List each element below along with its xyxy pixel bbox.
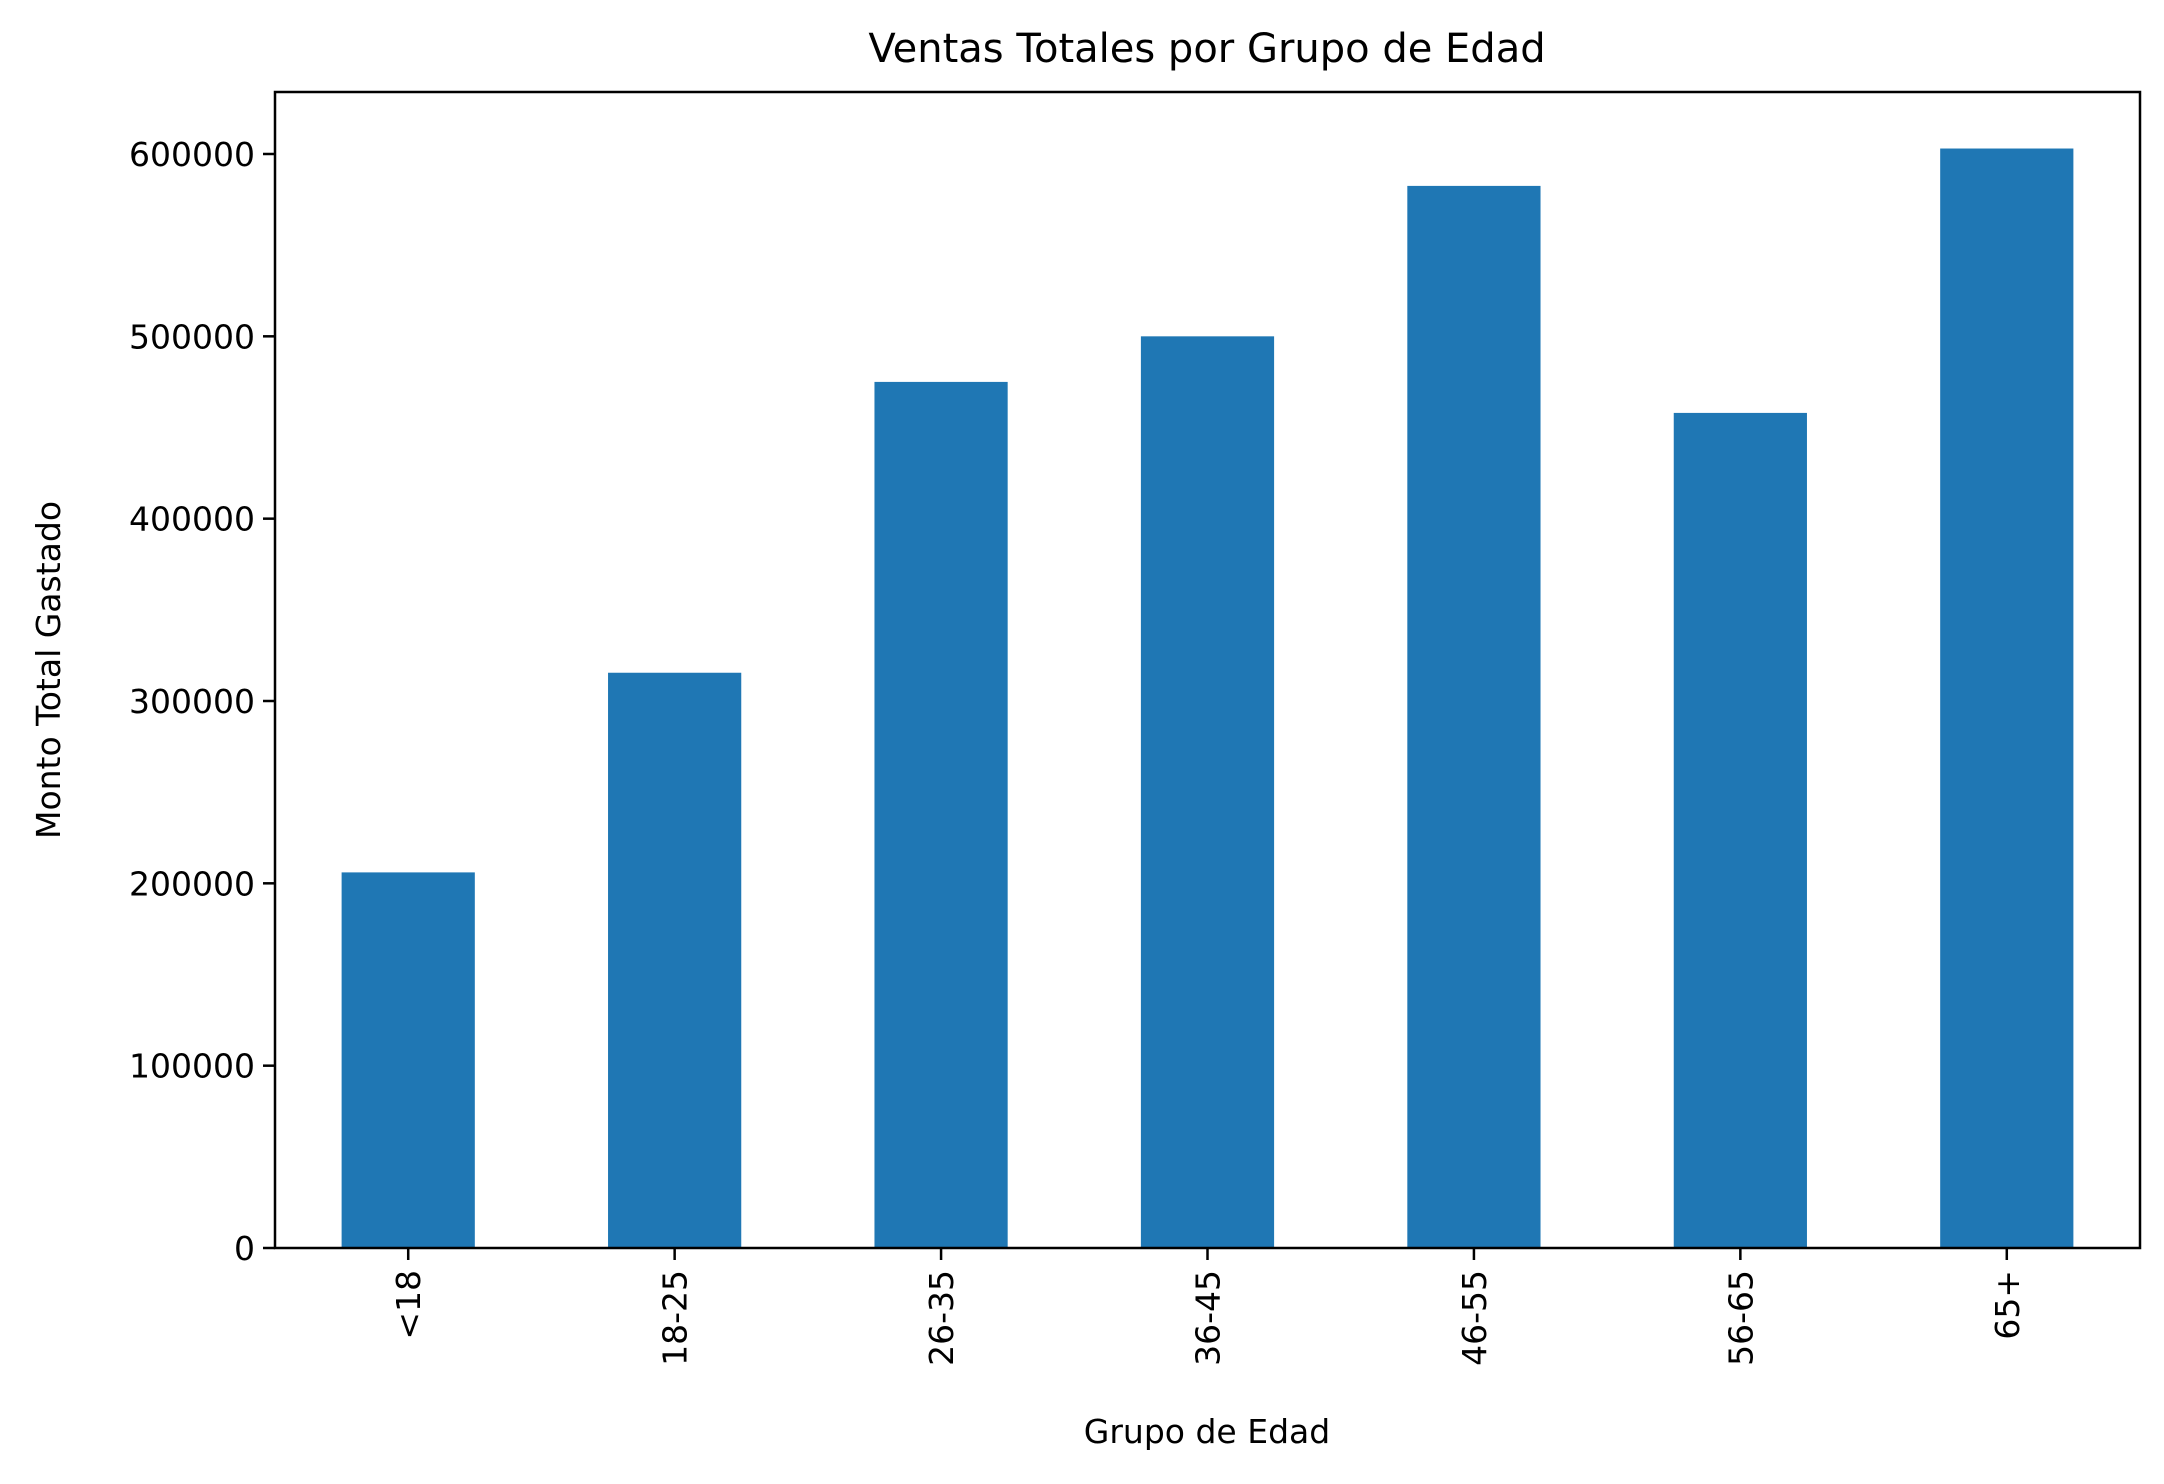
- y-tick-label: 200000: [129, 864, 255, 903]
- bar-18-25: [608, 672, 742, 1248]
- x-tick-label: <18: [389, 1270, 428, 1340]
- y-axis-label: Monto Total Gastado: [29, 501, 68, 839]
- y-tick-label: 100000: [129, 1047, 255, 1086]
- y-tick-label: 0: [234, 1229, 255, 1268]
- bar-65+: [1940, 148, 2074, 1248]
- x-tick-label: 26-35: [922, 1270, 961, 1366]
- x-tick-label: 46-55: [1455, 1270, 1494, 1366]
- bars-group: [341, 148, 2074, 1249]
- plot-frame: [273, 90, 2142, 1250]
- y-axis-ticks: 0 100000 200000 300000 400000 500000 600000: [129, 135, 275, 1268]
- y-tick-label: 400000: [129, 500, 255, 539]
- y-tick-label: 600000: [129, 135, 255, 174]
- bar-56-65: [1673, 412, 1807, 1248]
- bar-36-45: [1140, 336, 1275, 1249]
- chart-title: Ventas Totales por Grupo de Edad: [868, 26, 1545, 72]
- x-tick-label: 65+: [1988, 1270, 2027, 1340]
- bar-26-35: [874, 381, 1008, 1248]
- y-tick-label: 300000: [129, 682, 255, 721]
- x-tick-label: 56-65: [1721, 1270, 1760, 1366]
- y-tick-label: 500000: [129, 317, 255, 356]
- bar-46-55: [1407, 185, 1541, 1248]
- x-axis-ticks: <18 18-25 26-35 36-45 46-55 56-65 65+: [389, 1248, 2027, 1366]
- x-tick-label: 18-25: [656, 1270, 695, 1366]
- bar-<18: [341, 872, 475, 1248]
- x-tick-label: 36-45: [1189, 1270, 1228, 1366]
- x-axis-label: Grupo de Edad: [1084, 1412, 1330, 1451]
